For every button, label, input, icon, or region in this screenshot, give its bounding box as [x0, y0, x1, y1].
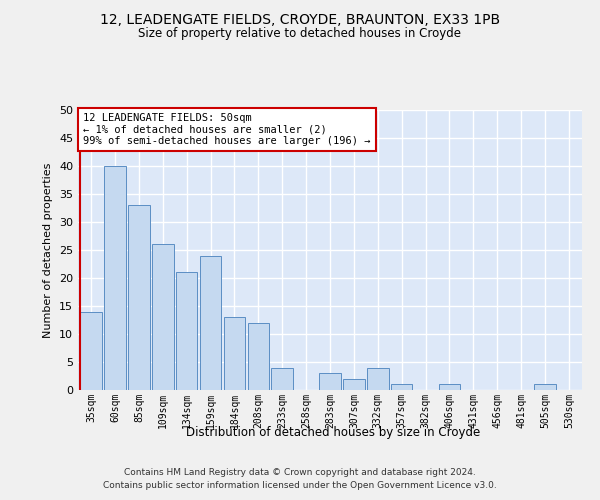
Bar — [176, 272, 197, 390]
Text: Contains public sector information licensed under the Open Government Licence v3: Contains public sector information licen… — [103, 480, 497, 490]
Bar — [439, 384, 460, 390]
Bar — [128, 205, 149, 390]
Text: Contains HM Land Registry data © Crown copyright and database right 2024.: Contains HM Land Registry data © Crown c… — [124, 468, 476, 477]
Bar — [248, 323, 269, 390]
Bar — [224, 317, 245, 390]
Bar — [367, 368, 389, 390]
Bar — [534, 384, 556, 390]
Bar — [391, 384, 412, 390]
Bar — [271, 368, 293, 390]
Bar — [343, 379, 365, 390]
Text: 12 LEADENGATE FIELDS: 50sqm
← 1% of detached houses are smaller (2)
99% of semi-: 12 LEADENGATE FIELDS: 50sqm ← 1% of deta… — [83, 113, 371, 146]
Text: Size of property relative to detached houses in Croyde: Size of property relative to detached ho… — [139, 28, 461, 40]
Bar — [152, 244, 173, 390]
Y-axis label: Number of detached properties: Number of detached properties — [43, 162, 53, 338]
Bar — [104, 166, 126, 390]
Bar — [200, 256, 221, 390]
Text: 12, LEADENGATE FIELDS, CROYDE, BRAUNTON, EX33 1PB: 12, LEADENGATE FIELDS, CROYDE, BRAUNTON,… — [100, 12, 500, 26]
Bar — [319, 373, 341, 390]
Bar — [80, 312, 102, 390]
Text: Distribution of detached houses by size in Croyde: Distribution of detached houses by size … — [186, 426, 480, 439]
